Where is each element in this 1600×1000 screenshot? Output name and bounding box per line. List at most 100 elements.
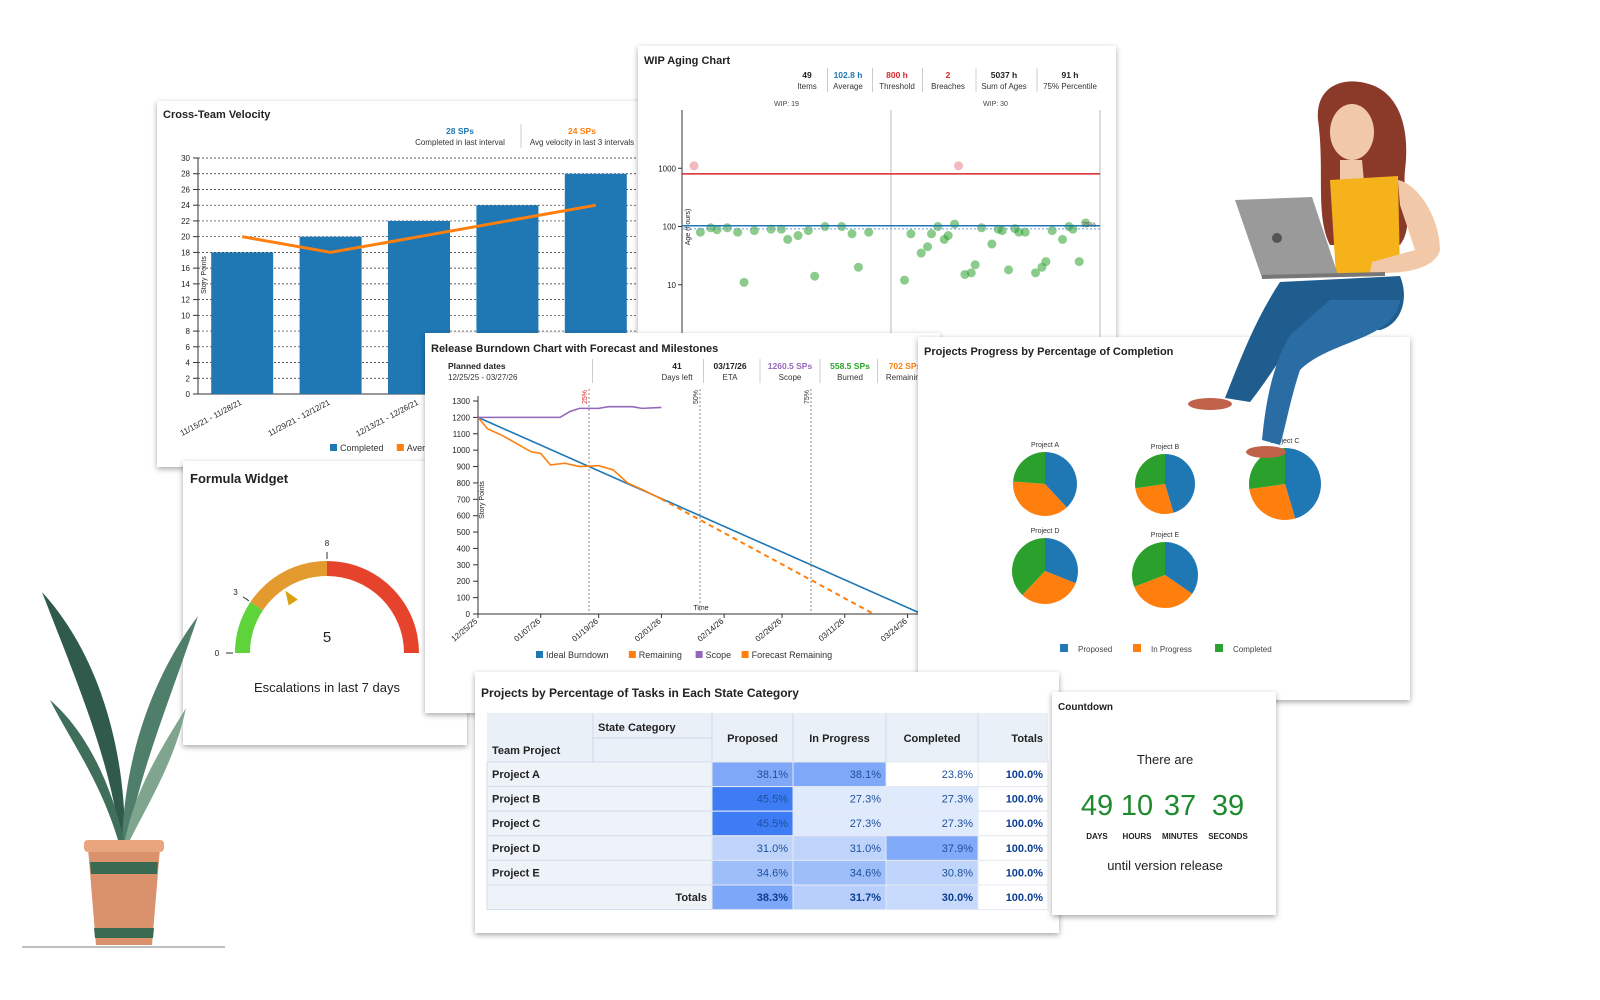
point (970, 260, 980, 270)
pie-widget: Projects Progress by Percentage of Compl… (918, 337, 1410, 700)
point (927, 229, 937, 239)
burndown-widget: Release Burndown Chart with Forecast and… (425, 333, 940, 713)
cell: 31.0% (757, 843, 788, 855)
stat-label: Days left (661, 373, 693, 382)
cell-bg (977, 786, 1049, 812)
countdown-value: 49 (1081, 790, 1113, 822)
y-tick-label: 14 (181, 280, 190, 289)
y-tick-label: 1200 (452, 413, 470, 422)
pie-slice (1022, 571, 1076, 605)
pie-label: Project B (1151, 444, 1180, 451)
bar (299, 236, 362, 394)
pie-slice (1011, 538, 1045, 595)
y-tick-label: 30 (181, 154, 190, 163)
cell: 30.8% (942, 867, 973, 879)
point (1004, 265, 1014, 275)
pie-label: Project D (1031, 528, 1060, 535)
y-tick-label: 200 (457, 577, 471, 586)
point (783, 234, 793, 244)
point (906, 229, 916, 239)
y-tick-label: 16 (181, 264, 190, 273)
percentile-label: 75% (1082, 222, 1096, 229)
y-tick-label: 600 (457, 512, 471, 521)
cell-bg (885, 884, 979, 911)
widget-title: Formula Widget (190, 471, 289, 486)
stat-label: Burned (837, 373, 863, 382)
point (954, 161, 963, 171)
cell-bg (977, 761, 1049, 788)
gauge-tick (242, 596, 250, 602)
stat-value: 5037 h (991, 70, 1017, 80)
row-label-bg (486, 786, 713, 812)
countdown-unit: HOURS (1123, 832, 1153, 841)
countdown-value: 39 (1212, 790, 1244, 822)
gauge-band (327, 561, 419, 653)
countdown-intro: There are (1137, 752, 1193, 767)
point (810, 271, 820, 281)
cell-bg (711, 835, 794, 861)
stat-label: Completed in last interval (415, 138, 505, 147)
y-tick-label: 18 (181, 248, 190, 257)
legend-label: Scope (706, 650, 732, 660)
series-line (660, 498, 875, 615)
line (241, 203, 597, 254)
stat-label: 75% Percentile (1043, 82, 1097, 91)
point (689, 161, 699, 171)
series-line (477, 416, 923, 615)
pie-label: Project A (1031, 442, 1059, 449)
point (1047, 226, 1057, 236)
gauge-pointer (285, 590, 298, 606)
cell: 100.0% (1006, 892, 1044, 904)
countdown-widget: Countdown There are 49 DAYS 10 HOURS 37 MINUTES… (1052, 692, 1276, 915)
pie-slice (1013, 452, 1045, 484)
stat-value: 03/17/26 (713, 361, 746, 371)
countdown-unit: SECONDS (1208, 832, 1248, 841)
cell-bg (711, 859, 794, 886)
y-tick-label: 24 (181, 201, 190, 210)
bar (211, 252, 274, 394)
stat-label: Threshold (879, 82, 915, 91)
widget-title: Projects by Percentage of Tasks in Each … (481, 686, 799, 700)
y-axis-label: Story Points (479, 481, 486, 519)
cell: 27.3% (850, 818, 881, 830)
cell: 38.3% (757, 892, 788, 904)
pie-slice (1165, 453, 1196, 513)
y-tick-label: 6 (186, 343, 191, 352)
point (987, 239, 997, 249)
cell-bg (977, 859, 1049, 886)
cell: 45.5% (757, 794, 788, 806)
pie-slice (1135, 484, 1174, 515)
x-axis-label: Time (693, 605, 708, 612)
column-header: Completed (904, 733, 961, 745)
point (950, 219, 960, 229)
pie-slice (1249, 448, 1285, 490)
pie-slice (1045, 538, 1078, 584)
y-tick-label: 8 (186, 327, 191, 336)
y-tick-label: 20 (181, 233, 190, 242)
cell-bg (792, 761, 887, 788)
point (1037, 262, 1047, 272)
y-tick-label: 26 (181, 185, 190, 194)
cell: 37.9% (942, 843, 973, 855)
widget-title: Cross-Team Velocity (163, 109, 271, 121)
cell-bg (885, 835, 979, 861)
point (966, 268, 976, 278)
point (1031, 268, 1041, 278)
cell: 34.6% (757, 867, 788, 879)
stat-value: 91 h (1061, 70, 1078, 80)
stat-value: 24 SPs (568, 126, 596, 136)
gauge-band (250, 561, 327, 611)
corner-label: Team Project (492, 745, 561, 757)
cell-bg (885, 810, 979, 837)
series-line (477, 416, 662, 500)
y-tick-label: 0 (186, 390, 191, 399)
point (923, 242, 933, 252)
formula-widget: Formula Widget 0 3 8 5 Escalations in last 7 … (183, 461, 467, 745)
legend-label: In Progress (1151, 645, 1192, 654)
point (722, 223, 732, 233)
pie-slice (1132, 542, 1165, 587)
legend-swatch (1215, 644, 1223, 652)
point (853, 262, 863, 272)
row-label: Project D (492, 843, 540, 855)
